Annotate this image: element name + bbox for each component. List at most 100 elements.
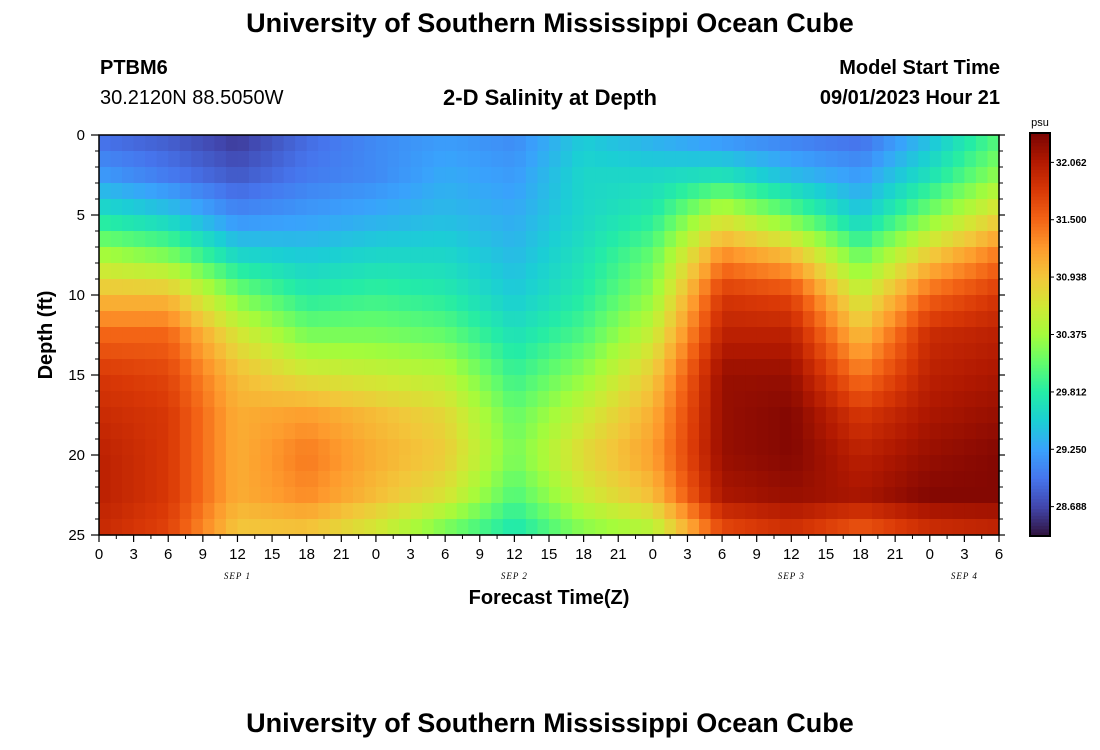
heatmap-cell [468,151,481,168]
heatmap-cell [456,455,469,472]
heatmap-cell [399,183,412,200]
heatmap-cell [652,503,665,520]
heatmap-cell [687,231,700,248]
colorbar-segment [1030,227,1050,231]
colorbar-tick-label: 29.250 [1056,445,1087,456]
heatmap-cell [168,151,181,168]
heatmap-cell [849,231,862,248]
heatmap-cell [295,311,308,328]
heatmap-cell [802,359,815,376]
x-tick-label: 18 [298,546,315,563]
heatmap-cell [825,391,839,408]
heatmap-cell [191,311,204,328]
heatmap-cell [802,487,815,504]
heatmap-cell [779,215,792,232]
heatmap-cell [249,423,262,440]
heatmap-cell [756,215,769,232]
heatmap-cell [906,215,919,232]
heatmap-cell [318,391,331,408]
heatmap-cell [583,295,596,312]
heatmap-cell [410,519,423,536]
colorbar-segment [1030,378,1050,383]
heatmap-cell [952,183,965,200]
heatmap-cell [722,295,735,312]
heatmap-cell [387,151,400,168]
heatmap-cell [364,199,377,216]
heatmap-cell [387,391,400,408]
heatmap-cell [110,487,123,504]
heatmap-cell [306,487,319,504]
heatmap-cell [687,471,700,488]
heatmap-cell [629,471,642,488]
heatmap-cell [295,359,308,376]
heatmap-cell [641,279,654,296]
heatmap-cell [687,343,700,360]
heatmap-cell [422,215,435,232]
heatmap-cell [502,167,515,184]
colorbar-segment [1030,190,1050,195]
heatmap-cell [399,407,412,424]
heatmap-cell [549,247,562,264]
heatmap-cell [583,327,596,344]
heatmap-cell [768,279,781,296]
heatmap-cell [375,503,389,520]
heatmap-cell [122,135,135,152]
heatmap-cell [375,183,389,200]
heatmap-cell [560,215,573,232]
heatmap-cell [202,151,215,168]
heatmap-cell [952,391,965,408]
heatmap-cell [572,391,585,408]
heatmap-cell [145,439,158,456]
heatmap-cell [895,455,908,472]
heatmap-cell [468,375,481,392]
heatmap-cell [964,263,977,280]
heatmap-cell [629,375,642,392]
heatmap-cell [710,375,723,392]
heatmap-cell [699,503,712,520]
heatmap-cell [745,295,758,312]
heatmap-cell [791,359,804,376]
heatmap-cell [375,311,389,328]
heatmap-cell [872,503,885,520]
heatmap-cell [652,327,665,344]
heatmap-cell [872,183,885,200]
heatmap-cell [595,167,608,184]
heatmap-cell [872,391,885,408]
heatmap-cell [722,199,735,216]
heatmap-cell [802,135,815,152]
heatmap-cell [445,135,458,152]
heatmap-cell [249,359,262,376]
heatmap-cell [537,247,550,264]
heatmap-cell [237,151,250,168]
heatmap-cell [560,279,573,296]
heatmap-cell [491,423,504,440]
heatmap-cell [652,375,665,392]
heatmap-cell [468,167,481,184]
heatmap-cell [156,439,169,456]
heatmap-cell [168,423,181,440]
heatmap-cell [410,375,423,392]
heatmap-cell [895,375,908,392]
heatmap-cell [225,151,239,168]
heatmap-cell [179,407,192,424]
heatmap-cell [964,519,977,536]
heatmap-cell [168,263,181,280]
heatmap-cell [110,167,123,184]
heatmap-cell [906,375,919,392]
heatmap-cell [422,343,435,360]
heatmap-cell [918,375,931,392]
heatmap-cell [491,327,504,344]
heatmap-cell [629,279,642,296]
heatmap-cell [202,199,215,216]
heatmap-cell [629,503,642,520]
heatmap-cell [918,295,931,312]
heatmap-cell [399,199,412,216]
heatmap-cell [537,359,550,376]
x-tick-label: 6 [995,546,1003,563]
heatmap-cell [156,279,169,296]
heatmap-cell [318,375,331,392]
heatmap-cell [941,295,954,312]
heatmap-cell [583,359,596,376]
heatmap-cell [249,199,262,216]
heatmap-cell [491,215,504,232]
